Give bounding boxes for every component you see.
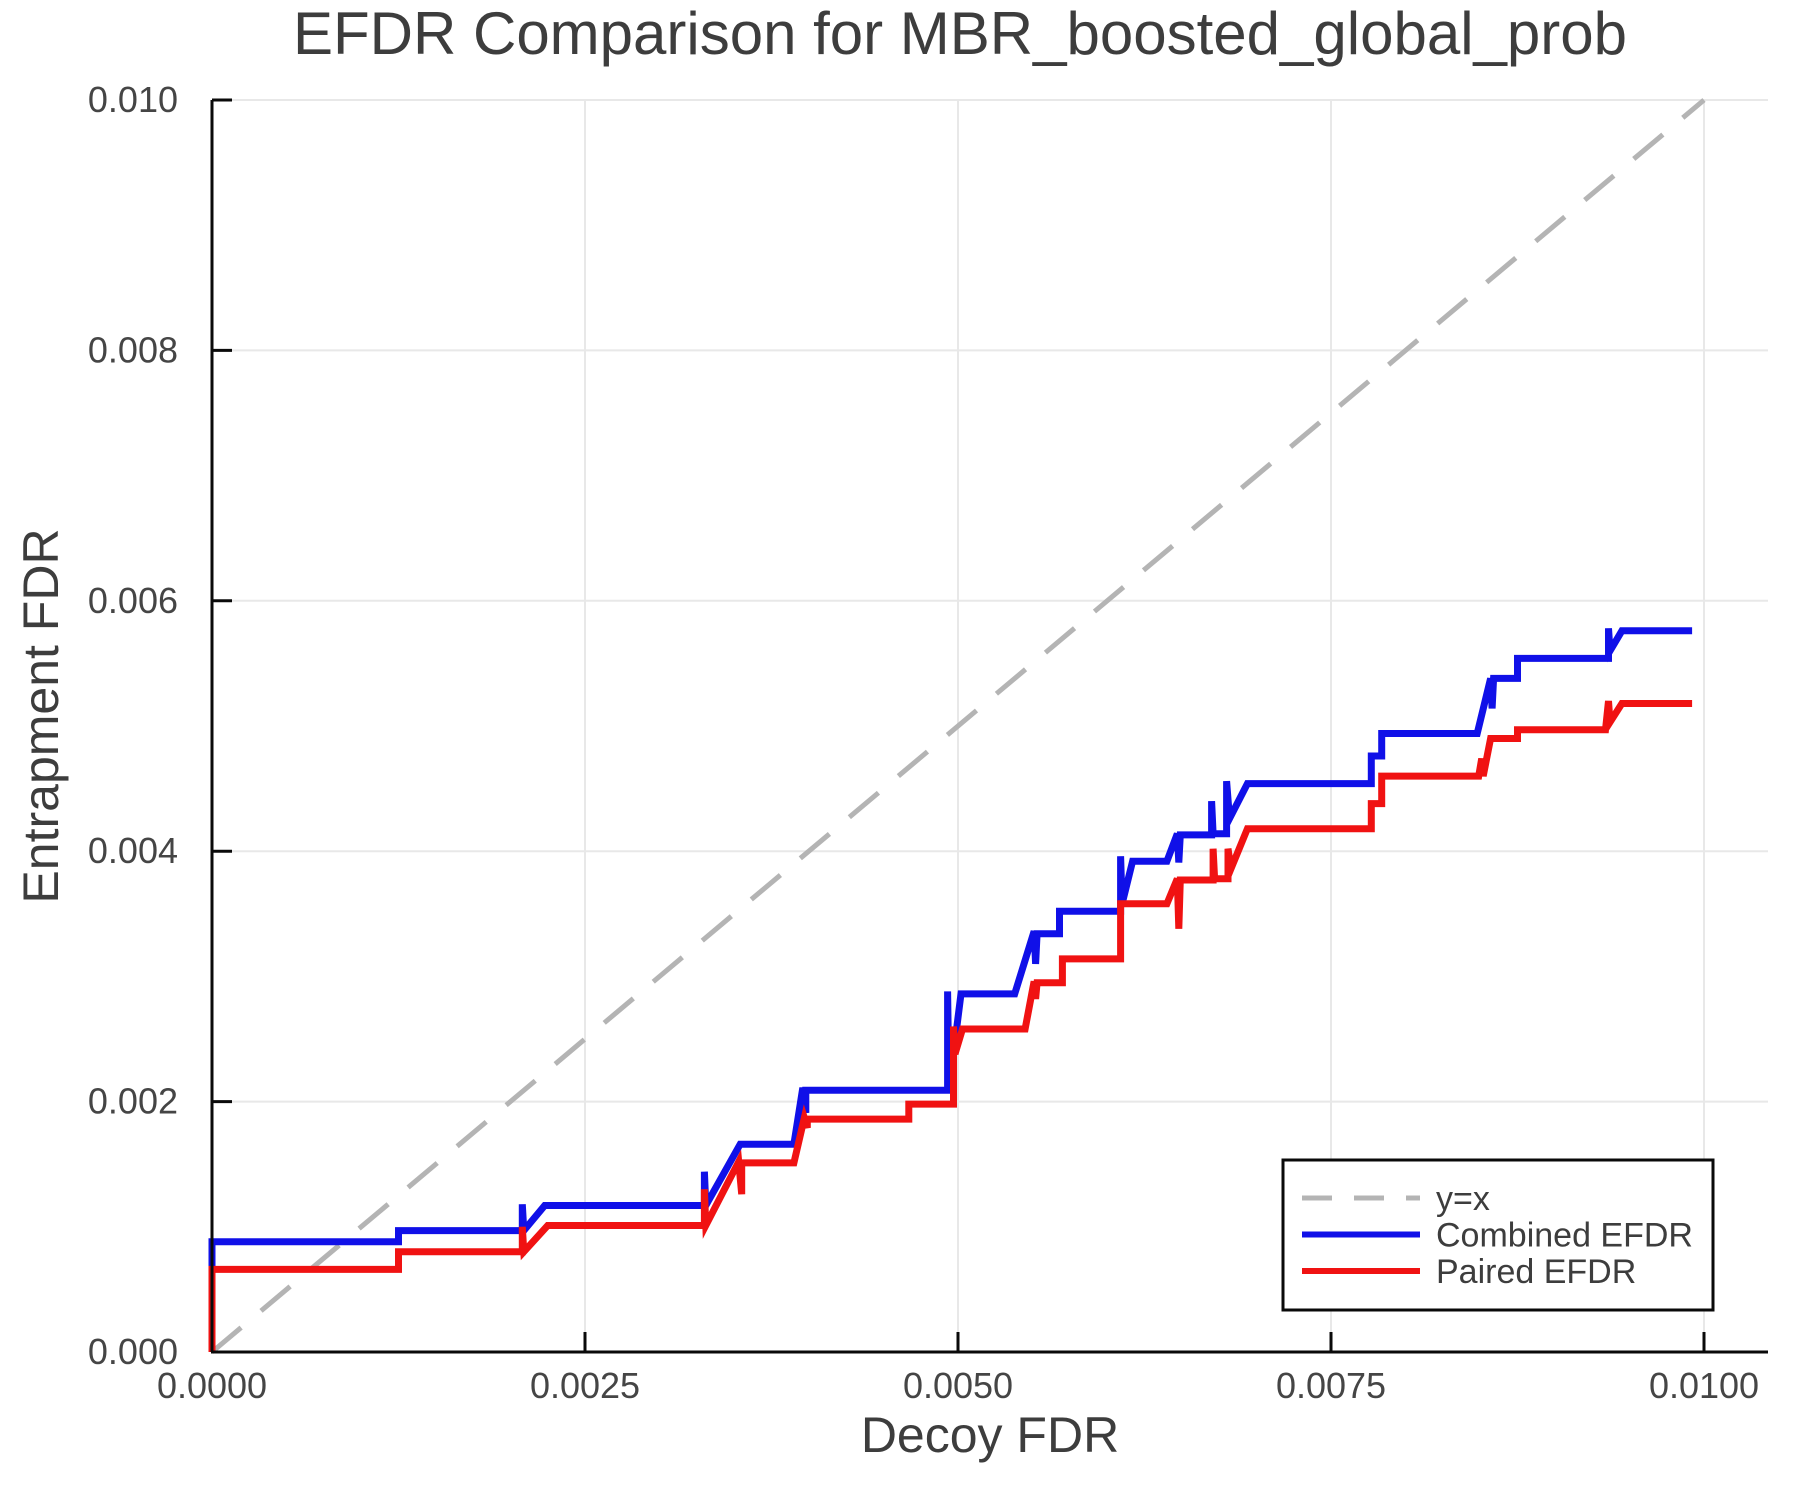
x-tick-label: 0.0025 <box>530 1365 640 1406</box>
x-tick-label: 0.0050 <box>903 1365 1013 1406</box>
y-tick-label: 0.008 <box>88 329 178 370</box>
series-lines <box>208 98 1706 1354</box>
plot-title: EFDR Comparison for MBR_boosted_global_p… <box>293 0 1627 67</box>
x-tick-label: 0.0075 <box>1276 1365 1386 1406</box>
y-axis-label: Entrapment FDR <box>13 528 69 903</box>
y-x-line <box>210 98 1706 1354</box>
legend-item-label: Paired EFDR <box>1436 1253 1636 1291</box>
combined-efdr-line <box>208 627 1693 1352</box>
x-tick-label: 0.0000 <box>157 1365 267 1406</box>
x-axis-label: Decoy FDR <box>861 1407 1119 1463</box>
tick-labels: 0.0000 0.0025 0.0050 0.0075 0.0100 0.000 0.002… <box>88 79 1759 1406</box>
x-tick-label: 0.0100 <box>1649 1365 1759 1406</box>
y-tick-label: 0.002 <box>88 1081 178 1122</box>
legend-item-label: y=x <box>1436 1180 1490 1218</box>
axes <box>210 98 1768 1354</box>
y-tick-label: 0.004 <box>88 830 178 871</box>
legend-item-label: Combined EFDR <box>1436 1217 1693 1255</box>
y-tick-label: 0.006 <box>88 580 178 621</box>
paired-efdr-line <box>208 700 1693 1352</box>
y-tick-label: 0.010 <box>88 79 178 120</box>
y-tick-label: 0.000 <box>88 1331 178 1372</box>
